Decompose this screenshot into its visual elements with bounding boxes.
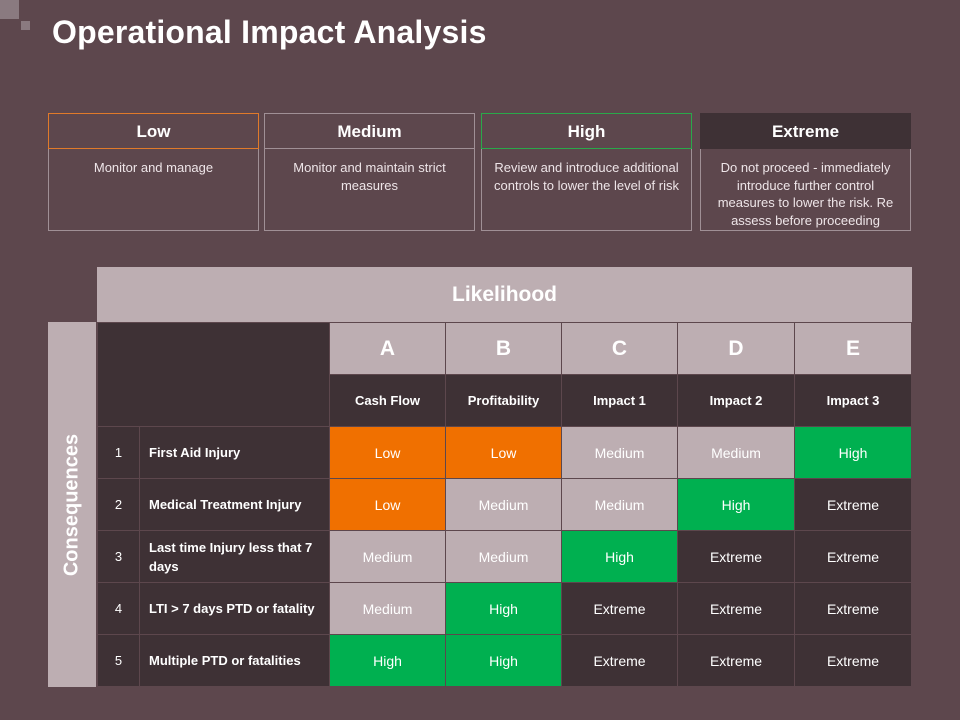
matrix-corner	[97, 322, 330, 427]
risk-cell: Medium	[329, 530, 446, 583]
risk-cell: Extreme	[794, 634, 912, 687]
risk-cell: Extreme	[794, 530, 912, 583]
legend-header: Extreme	[700, 113, 911, 149]
risk-cell: Medium	[561, 426, 678, 479]
row-label: First Aid Injury	[139, 426, 330, 479]
risk-cell: Medium	[445, 530, 562, 583]
column-label: Cash Flow	[329, 374, 446, 427]
legend-description: Monitor and manage	[48, 149, 259, 231]
column-label: Impact 3	[794, 374, 912, 427]
row-number: 4	[97, 582, 140, 635]
column-letter: B	[445, 322, 562, 375]
risk-cell: Medium	[445, 478, 562, 531]
likelihood-header: Likelihood	[97, 267, 912, 322]
risk-matrix: A B C D E Cash Flow Profitability Impact…	[97, 322, 912, 687]
risk-cell: Extreme	[561, 634, 678, 687]
risk-cell: Extreme	[677, 530, 795, 583]
risk-cell: Low	[445, 426, 562, 479]
legend-description: Monitor and maintain strict measures	[264, 149, 475, 231]
row-label: Last time Injury less that 7 days	[139, 530, 330, 583]
row-label: Medical Treatment Injury	[139, 478, 330, 531]
column-letter: E	[794, 322, 912, 375]
risk-cell: Extreme	[794, 582, 912, 635]
row-number: 3	[97, 530, 140, 583]
decorative-square-small	[21, 21, 30, 30]
column-label-row: Cash Flow Profitability Impact 1 Impact …	[98, 374, 912, 427]
column-letter: D	[677, 322, 795, 375]
risk-cell: Extreme	[677, 634, 795, 687]
row-number: 1	[97, 426, 140, 479]
legend-header: Low	[48, 113, 259, 149]
legend-header: Medium	[264, 113, 475, 149]
risk-cell: Low	[329, 478, 446, 531]
table-row: 4 LTI > 7 days PTD or fatality Medium Hi…	[97, 582, 912, 635]
risk-cell: Medium	[329, 582, 446, 635]
risk-cell: High	[329, 634, 446, 687]
risk-cell: Extreme	[677, 582, 795, 635]
legend-card-medium: Medium Monitor and maintain strict measu…	[264, 113, 475, 231]
risk-cell: Extreme	[794, 478, 912, 531]
table-row: 1 First Aid Injury Low Low Medium Medium…	[97, 426, 912, 479]
legend-card-low: Low Monitor and manage	[48, 113, 259, 231]
column-label: Impact 1	[561, 374, 678, 427]
column-letter: A	[329, 322, 446, 375]
row-label: Multiple PTD or fatalities	[139, 634, 330, 687]
risk-cell: High	[561, 530, 678, 583]
table-row: 3 Last time Injury less that 7 days Medi…	[97, 530, 912, 583]
row-number: 2	[97, 478, 140, 531]
legend-card-extreme: Extreme Do not proceed - immediately int…	[700, 113, 911, 231]
consequences-label: Consequences	[60, 433, 83, 576]
risk-cell: High	[677, 478, 795, 531]
column-label: Profitability	[445, 374, 562, 427]
risk-cell: High	[445, 634, 562, 687]
page-title: Operational Impact Analysis	[52, 14, 487, 50]
column-letter: C	[561, 322, 678, 375]
risk-cell: Medium	[677, 426, 795, 479]
column-label: Impact 2	[677, 374, 795, 427]
legend-header: High	[481, 113, 692, 149]
legend-description: Do not proceed - immediately introduce f…	[700, 149, 911, 231]
risk-cell: High	[794, 426, 912, 479]
risk-cell: Medium	[561, 478, 678, 531]
legend-card-high: High Review and introduce additional con…	[481, 113, 692, 231]
table-row: 5 Multiple PTD or fatalities High High E…	[97, 634, 912, 687]
risk-cell: Extreme	[561, 582, 678, 635]
consequences-bar: Consequences	[48, 322, 96, 687]
risk-cell: High	[445, 582, 562, 635]
table-row: 2 Medical Treatment Injury Low Medium Me…	[97, 478, 912, 531]
decorative-square-large	[0, 0, 19, 19]
column-letter-row: A B C D E	[97, 322, 912, 427]
row-number: 5	[97, 634, 140, 687]
risk-cell: Low	[329, 426, 446, 479]
legend-description: Review and introduce additional controls…	[481, 149, 692, 231]
row-label: LTI > 7 days PTD or fatality	[139, 582, 330, 635]
